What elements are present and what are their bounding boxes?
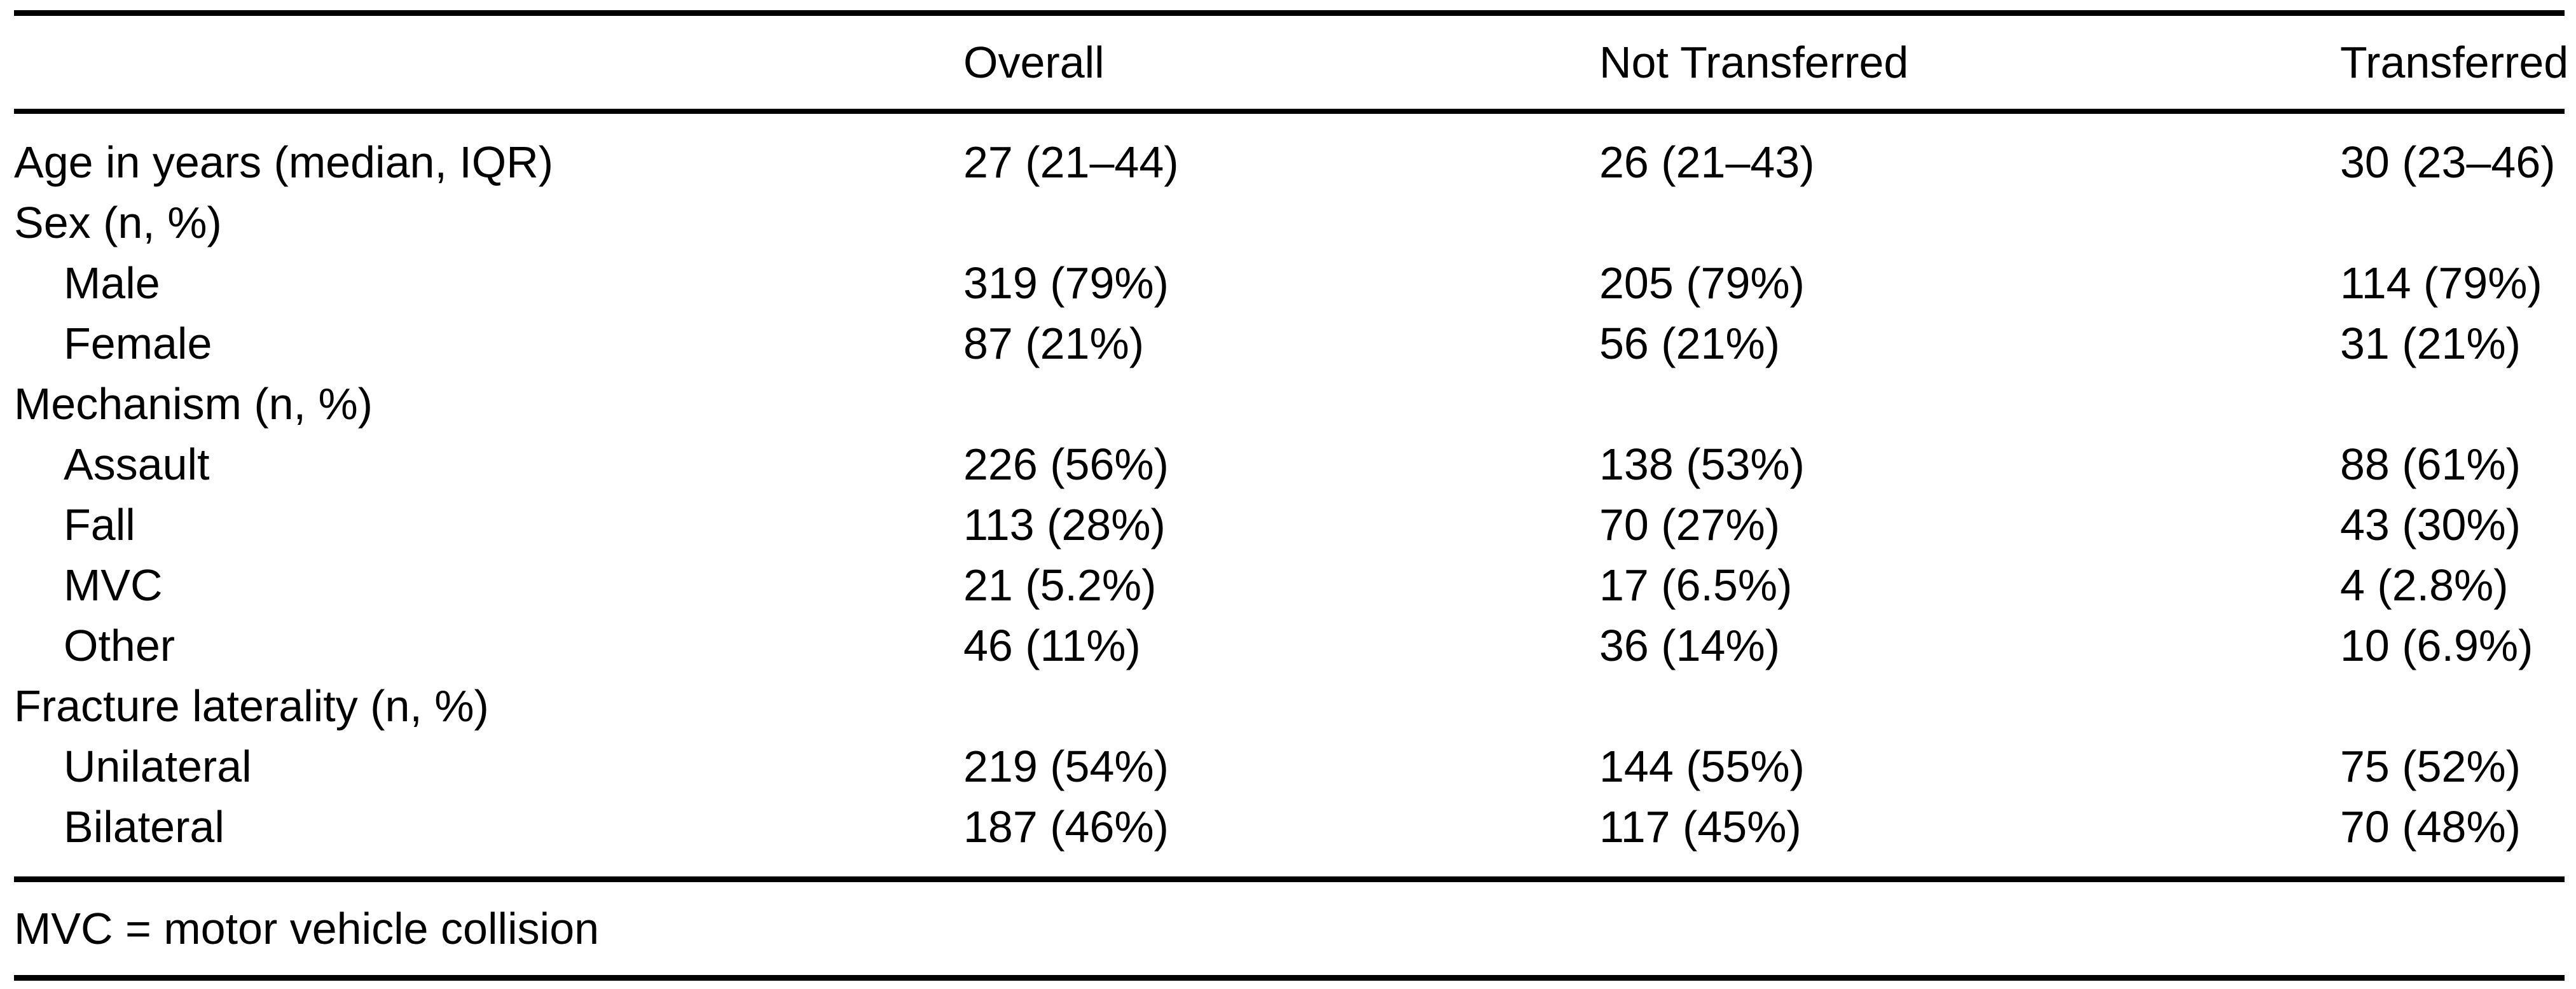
- table-footnote-row: MVC = motor vehicle collision: [14, 876, 2565, 981]
- not-transferred-value: 36 (14%): [1599, 620, 1780, 670]
- row-label: Unilateral: [64, 741, 252, 791]
- transferred-value: 31 (21%): [2340, 318, 2521, 368]
- table-row-other: Other 46 (11%) 36 (14%) 10 (6.9%): [14, 615, 2565, 675]
- transferred-value: 70 (48%): [2340, 801, 2521, 852]
- not-transferred-value: 117 (45%): [1599, 801, 1801, 852]
- column-header-overall: Overall: [963, 38, 1105, 87]
- table-footnote: MVC = motor vehicle collision: [14, 904, 600, 953]
- row-label: Mechanism (n, %): [14, 378, 373, 429]
- row-label: Male: [64, 258, 160, 308]
- table-row-bilateral: Bilateral 187 (46%) 117 (45%) 70 (48%): [14, 796, 2565, 857]
- row-label: Fall: [64, 499, 135, 550]
- table-row-sex-group: Sex (n, %): [14, 192, 2565, 252]
- row-label: Bilateral: [64, 801, 224, 852]
- not-transferred-value: 56 (21%): [1599, 318, 1780, 368]
- row-label: Fracture laterality (n, %): [14, 681, 489, 731]
- overall-value: 113 (28%): [963, 499, 1166, 550]
- demographics-table: Overall Not Transferred Transferred Age …: [14, 10, 2569, 981]
- table-body: Age in years (median, IQR) 27 (21–44) 26…: [14, 114, 2565, 857]
- row-label: Assault: [64, 439, 210, 489]
- overall-value: 46 (11%): [963, 620, 1141, 670]
- table-row-fall: Fall 113 (28%) 70 (27%) 43 (30%): [14, 494, 2565, 555]
- not-transferred-value: 205 (79%): [1599, 258, 1805, 308]
- transferred-value: 75 (52%): [2340, 741, 2521, 791]
- transferred-value: 114 (79%): [2340, 258, 2542, 308]
- overall-value: 87 (21%): [963, 318, 1145, 368]
- transferred-value: 43 (30%): [2340, 499, 2521, 550]
- transferred-value: 30 (23–46): [2340, 137, 2556, 187]
- table-row-laterality-group: Fracture laterality (n, %): [14, 675, 2565, 736]
- not-transferred-value: 26 (21–43): [1599, 137, 1815, 187]
- overall-value: 187 (46%): [963, 801, 1169, 852]
- table-header-row: Overall Not Transferred Transferred: [14, 16, 2569, 114]
- overall-value: 226 (56%): [963, 439, 1169, 489]
- table-row-unilateral: Unilateral 219 (54%) 144 (55%) 75 (52%): [14, 736, 2565, 796]
- not-transferred-value: 138 (53%): [1599, 439, 1805, 489]
- table-row-mvc: MVC 21 (5.2%) 17 (6.5%) 4 (2.8%): [14, 555, 2565, 615]
- overall-value: 21 (5.2%): [963, 560, 1157, 610]
- column-header-transferred: Transferred: [2340, 38, 2569, 87]
- overall-value: 27 (21–44): [963, 137, 1179, 187]
- table-row-mechanism-group: Mechanism (n, %): [14, 373, 2565, 434]
- table-row-assault: Assault 226 (56%) 138 (53%) 88 (61%): [14, 434, 2565, 494]
- table-row-female: Female 87 (21%) 56 (21%) 31 (21%): [14, 313, 2565, 373]
- transferred-value: 4 (2.8%): [2340, 560, 2509, 610]
- table-row-age: Age in years (median, IQR) 27 (21–44) 26…: [14, 132, 2565, 192]
- table-row-male: Male 319 (79%) 205 (79%) 114 (79%): [14, 252, 2565, 313]
- row-label: MVC: [64, 560, 163, 610]
- transferred-value: 10 (6.9%): [2340, 620, 2533, 670]
- row-label: Sex (n, %): [14, 197, 222, 247]
- overall-value: 319 (79%): [963, 258, 1169, 308]
- overall-value: 219 (54%): [963, 741, 1169, 791]
- row-label: Female: [64, 318, 212, 368]
- transferred-value: 88 (61%): [2340, 439, 2521, 489]
- not-transferred-value: 70 (27%): [1599, 499, 1780, 550]
- row-label: Other: [64, 620, 176, 670]
- not-transferred-value: 144 (55%): [1599, 741, 1805, 791]
- row-label: Age in years (median, IQR): [14, 137, 554, 187]
- not-transferred-value: 17 (6.5%): [1599, 560, 1793, 610]
- column-header-not-transferred: Not Transferred: [1599, 38, 1909, 87]
